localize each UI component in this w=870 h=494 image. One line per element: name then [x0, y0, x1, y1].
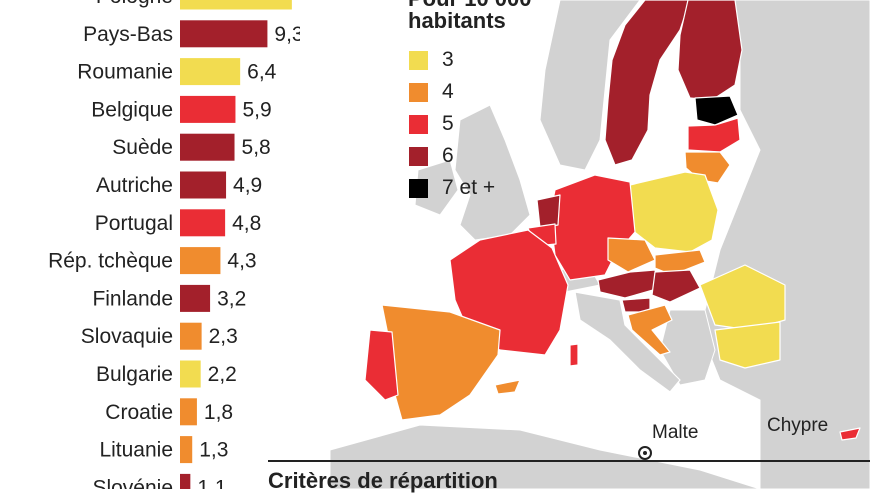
legend-swatch-4 [409, 178, 428, 198]
bar-9 [180, 322, 202, 350]
legend-label-3: 6 [442, 144, 454, 167]
bar-2 [180, 58, 241, 86]
map-romania [699, 264, 786, 331]
map-cyprus [839, 427, 861, 441]
non-eu-land-norway [539, 0, 641, 171]
map-croatia [627, 304, 673, 356]
legend-swatch-2 [409, 114, 428, 134]
value-label-11: 1,8 [204, 401, 233, 424]
bar-0 [180, 0, 292, 10]
category-label-0: Pologne [96, 0, 173, 8]
map-slovakia [654, 249, 706, 276]
value-label-7: 4,3 [227, 250, 256, 273]
legend-title: Pour 10 000 habitants [408, 0, 532, 34]
category-label-1: Pays-Bas [83, 23, 173, 46]
category-label-3: Belgique [91, 98, 173, 121]
map-bulgaria [714, 321, 781, 369]
bar-11 [180, 398, 197, 426]
category-label-9: Slovaquie [81, 325, 173, 348]
map-netherlands [536, 194, 561, 229]
category-label-13: Slovénie [92, 476, 173, 489]
map-czech [607, 237, 656, 273]
legend-label-2: 5 [442, 112, 454, 135]
map-poland [629, 171, 719, 253]
value-label-6: 4,8 [232, 212, 261, 235]
map-hungary [651, 269, 701, 303]
map-latvia [687, 117, 741, 153]
map-balearic [494, 379, 521, 395]
value-label-8: 3,2 [217, 287, 246, 310]
map-malta-marker [638, 446, 652, 460]
label-malta: Malte [652, 422, 699, 443]
category-label-11: Croatie [105, 401, 173, 424]
bar-3 [180, 95, 236, 123]
category-label-10: Bulgarie [96, 363, 173, 386]
legend-swatch-0 [409, 50, 428, 70]
bar-13 [180, 473, 191, 489]
category-label-8: Finlande [92, 287, 173, 310]
legend-item-3: 6 [409, 140, 495, 172]
value-label-10: 2,2 [208, 363, 237, 386]
category-label-5: Autriche [96, 174, 173, 197]
criteria-title: Critères de répartition [268, 468, 498, 493]
bar-12 [180, 436, 193, 464]
value-label-9: 2,3 [209, 325, 238, 348]
non-eu-land-ireland [414, 159, 459, 216]
map-portugal [364, 329, 399, 401]
legend-swatch-3 [409, 146, 428, 166]
label-cyprus: Chypre [767, 415, 829, 436]
legend-item-1: 4 [409, 76, 495, 108]
legend-swatch-1 [409, 82, 428, 102]
map-malta [643, 451, 647, 455]
value-label-2: 6,4 [247, 61, 277, 84]
value-label-4: 5,8 [242, 136, 271, 159]
category-label-4: Suède [112, 136, 173, 159]
legend-label-1: 4 [442, 80, 454, 103]
legend-label-0: 3 [442, 48, 454, 71]
legend-item-0: 3 [409, 44, 495, 76]
category-label-7: Rép. tchèque [48, 250, 173, 273]
bar-4 [180, 133, 235, 161]
legend-title-main: habitants [408, 8, 506, 33]
bar-1 [180, 20, 268, 48]
map-italy [574, 291, 681, 393]
legend-item-2: 5 [409, 108, 495, 140]
bar-7 [180, 247, 221, 275]
bar-8 [180, 284, 211, 312]
legend: 3 4 5 6 7 et + [409, 44, 495, 204]
bar-5 [180, 171, 227, 199]
value-label-5: 4,9 [233, 174, 262, 197]
map-corsica [569, 343, 579, 367]
bar-6 [180, 209, 226, 237]
map-finland [677, 0, 743, 101]
map-sweden [604, 0, 691, 166]
legend-label-4: 7 et + [442, 176, 496, 199]
legend-title-top: Pour 10 000 [408, 0, 532, 12]
legend-item-4: 7 et + [409, 172, 495, 204]
value-label-13: 1,1 [197, 476, 226, 489]
bar-10 [180, 360, 201, 388]
bar-chart: Pologne 11,9 Pays-Bas 9,3 Roumanie 6,4 Belgiqu… [48, 0, 300, 489]
category-label-2: Roumanie [77, 61, 173, 84]
footer-rule [268, 460, 870, 462]
category-label-12: Lituanie [99, 439, 173, 462]
value-label-12: 1,3 [199, 439, 228, 462]
value-label-0: 11,9 [299, 0, 300, 8]
value-label-1: 9,3 [274, 23, 300, 46]
map-estonia [694, 95, 739, 126]
value-label-3: 5,9 [242, 98, 271, 121]
category-label-6: Portugal [95, 212, 173, 235]
